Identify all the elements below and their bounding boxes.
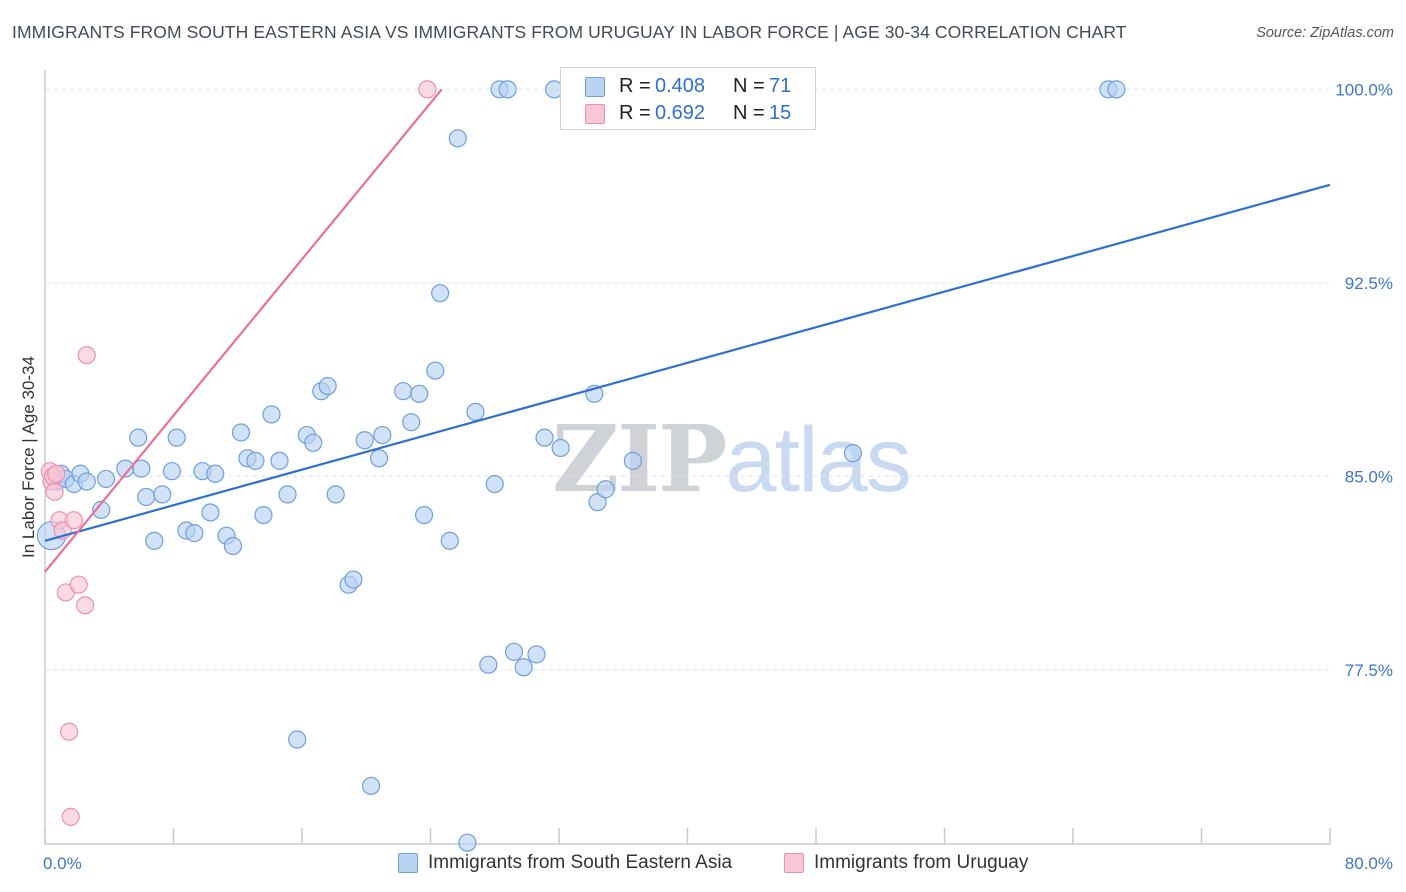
trend-line-sea bbox=[44, 183, 1331, 542]
y-axis-label: In Labor Force | Age 30-34 bbox=[19, 356, 38, 558]
point-uruguay bbox=[64, 511, 84, 530]
y-tick-labels: 77.5% 85.0% 92.5% 100.0% bbox=[1335, 80, 1393, 680]
legend-r-label: R = bbox=[619, 75, 651, 97]
point-sea bbox=[402, 413, 421, 432]
point-sea bbox=[231, 423, 251, 442]
trend-line-uruguay bbox=[44, 88, 443, 573]
legend-r-value-sea: 0.408 bbox=[655, 75, 706, 97]
legend-label-sea: Immigrants from South Eastern Asia bbox=[428, 852, 733, 873]
point-sea bbox=[129, 428, 148, 447]
point-sea bbox=[431, 284, 450, 303]
legend-label-uruguay: Immigrants from Uruguay bbox=[814, 852, 1029, 873]
legend-swatch-sea bbox=[585, 77, 605, 97]
source-credit: Source: ZipAtlas.com bbox=[1256, 25, 1394, 41]
point-sea bbox=[535, 428, 554, 447]
point-sea bbox=[344, 570, 363, 589]
point-sea bbox=[623, 451, 642, 470]
point-sea bbox=[326, 485, 345, 504]
point-sea bbox=[77, 472, 96, 491]
legend-r-value-uruguay: 0.692 bbox=[655, 102, 706, 124]
point-sea bbox=[504, 642, 524, 661]
point-sea bbox=[1107, 80, 1126, 99]
watermark: ZIPatlas bbox=[552, 405, 912, 513]
point-uruguay bbox=[77, 345, 96, 365]
point-sea bbox=[361, 776, 381, 796]
point-sea bbox=[414, 505, 434, 525]
y-tick-label: 92.5% bbox=[1345, 274, 1393, 293]
legend-r-label: R = bbox=[619, 102, 651, 124]
point-sea bbox=[458, 833, 477, 852]
point-sea bbox=[132, 459, 151, 478]
legend-n-label: N = bbox=[733, 102, 765, 124]
legend-swatch-uruguay bbox=[784, 853, 804, 873]
series-legend: Immigrants from South Eastern Asia Immig… bbox=[0, 850, 1406, 880]
point-sea bbox=[440, 531, 459, 550]
point-sea bbox=[373, 425, 392, 445]
point-sea bbox=[843, 444, 863, 463]
watermark-atlas: atlas bbox=[725, 409, 911, 511]
data-points bbox=[36, 80, 1126, 852]
point-sea bbox=[137, 487, 156, 507]
axes bbox=[44, 70, 1330, 845]
point-uruguay bbox=[59, 722, 79, 741]
stats-legend: R = 0.408 N = 71 R = 0.692 N = 15 bbox=[560, 67, 816, 130]
gridlines bbox=[45, 88, 1330, 671]
point-sea bbox=[167, 428, 186, 447]
point-sea bbox=[262, 405, 281, 424]
point-uruguay bbox=[45, 482, 64, 501]
chart-title: IMMIGRANTS FROM SOUTH EASTERN ASIA VS IM… bbox=[12, 22, 1127, 42]
legend-n-label: N = bbox=[733, 75, 765, 97]
x-tick-labels: 0.0% 80.0% bbox=[43, 854, 1393, 873]
point-sea bbox=[254, 505, 273, 525]
point-sea bbox=[448, 129, 467, 148]
legend-swatch-uruguay bbox=[585, 104, 605, 124]
point-sea bbox=[426, 361, 445, 380]
point-uruguay bbox=[61, 807, 80, 827]
point-uruguay bbox=[47, 464, 66, 483]
point-sea bbox=[527, 645, 546, 664]
point-sea bbox=[153, 485, 172, 504]
point-sea bbox=[370, 449, 389, 468]
point-sea bbox=[185, 524, 204, 543]
point-sea bbox=[410, 384, 429, 403]
point-sea bbox=[223, 536, 243, 556]
legend-n-value-sea: 71 bbox=[769, 75, 792, 97]
point-sea bbox=[246, 451, 265, 470]
point-uruguay bbox=[69, 575, 88, 594]
point-sea bbox=[304, 433, 323, 452]
point-sea bbox=[485, 474, 504, 494]
x-tick-label: 0.0% bbox=[43, 854, 82, 873]
point-sea bbox=[479, 655, 498, 674]
point-sea bbox=[92, 500, 111, 519]
point-sea bbox=[201, 503, 220, 522]
point-uruguay bbox=[76, 596, 95, 615]
y-tick-label: 100.0% bbox=[1335, 80, 1393, 99]
point-sea bbox=[596, 480, 615, 499]
point-sea bbox=[588, 493, 607, 512]
legend-n-value-uruguay: 15 bbox=[769, 102, 792, 124]
point-sea bbox=[206, 464, 225, 483]
point-sea bbox=[96, 469, 116, 489]
point-sea bbox=[514, 658, 533, 677]
point-sea bbox=[162, 462, 181, 481]
point-sea bbox=[466, 402, 485, 421]
point-sea bbox=[551, 438, 570, 458]
point-uruguay bbox=[418, 80, 437, 99]
point-sea bbox=[145, 531, 164, 550]
trend-lines bbox=[44, 88, 1331, 573]
point-sea bbox=[288, 730, 307, 749]
point-sea bbox=[318, 376, 337, 396]
y-tick-label: 85.0% bbox=[1345, 467, 1393, 486]
x-tick-label: 80.0% bbox=[1345, 854, 1393, 873]
point-sea bbox=[355, 431, 374, 450]
point-sea bbox=[278, 485, 297, 504]
point-sea bbox=[498, 80, 517, 99]
x-ticks bbox=[44, 828, 1331, 844]
point-sea bbox=[394, 382, 413, 401]
y-tick-label: 77.5% bbox=[1345, 661, 1393, 680]
legend-swatch-sea bbox=[398, 853, 418, 873]
point-sea bbox=[270, 451, 289, 470]
